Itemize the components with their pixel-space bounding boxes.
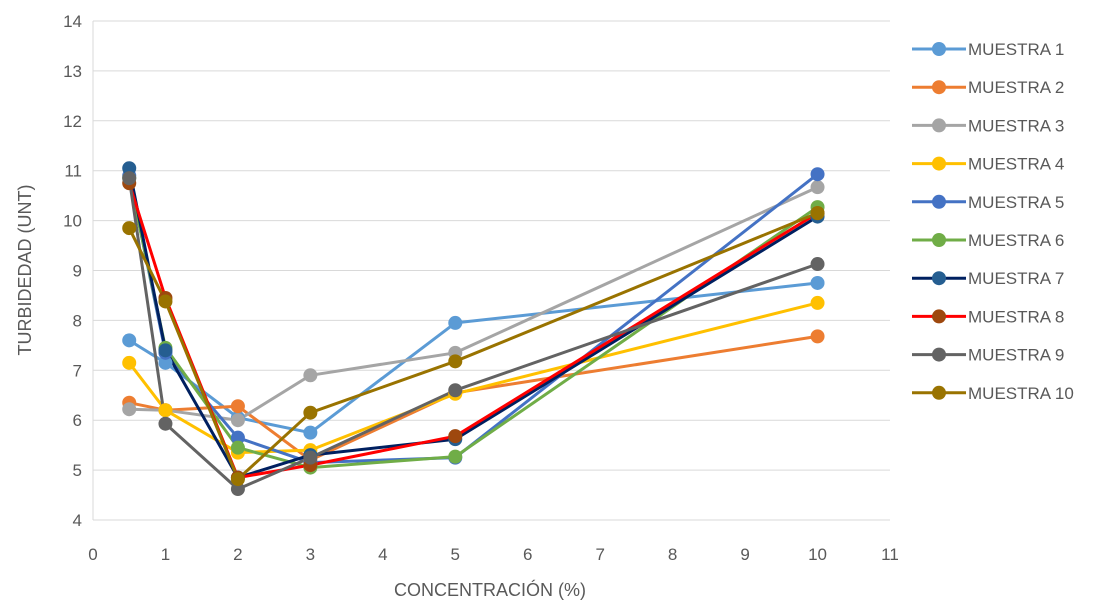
data-point-series-5 [810,167,825,182]
legend-marker [932,347,946,362]
x-tick-label: 11 [881,545,899,564]
data-point-series-1 [303,425,318,440]
data-point-series-9 [303,450,318,465]
y-tick-label: 6 [73,411,82,430]
x-tick-label: 8 [668,545,677,564]
legend-item: MUESTRA 3 [912,116,1064,135]
x-tick-label: 7 [595,545,604,564]
grid-lines [93,20,890,521]
data-point-series-2 [810,329,825,344]
series-line-7 [127,167,819,480]
y-tick-label: 7 [73,361,82,380]
legend-label: MUESTRA 9 [968,346,1064,365]
data-point-series-3 [303,368,318,383]
data-point-series-9 [122,171,137,186]
y-axis-title: TURBIDEDAD (UNT) [15,185,35,356]
x-tick-label: 1 [161,545,170,564]
legend-item: MUESTRA 7 [912,269,1064,288]
x-tick-label: 3 [306,545,315,564]
legend-item: MUESTRA 5 [912,193,1064,212]
legend: MUESTRA 1 MUESTRA 2 MUESTRA 3 MUESTRA 4 MUES… [912,40,1074,403]
data-point-series-10 [230,472,245,487]
data-point-series-7 [122,161,137,176]
x-tick-label: 5 [451,545,460,564]
legend-label: MUESTRA 6 [968,231,1064,250]
data-point-series-5 [230,430,245,445]
series-line-10 [127,211,819,481]
data-point-series-6 [448,449,463,464]
legend-item: MUESTRA 10 [912,384,1074,403]
x-tick-label: 6 [523,545,532,564]
y-tick-label: 8 [73,311,82,330]
data-point-series-4 [122,355,137,370]
data-point-series-9 [810,257,825,272]
legend-label: MUESTRA 8 [968,307,1064,326]
data-point-series-3 [122,402,137,417]
y-tick-label: 14 [63,12,82,31]
legend-label: MUESTRA 10 [968,384,1074,403]
data-point-series-1 [158,355,173,370]
y-tick-label: 9 [73,262,82,281]
x-axis-title: CONCENTRACIÓN (%) [394,579,586,600]
data-point-series-7 [158,343,173,358]
data-point-series-10 [303,405,318,420]
x-tick-label: 2 [233,545,242,564]
series-line-8 [127,182,819,480]
data-point-series-2 [230,399,245,414]
legend-marker [932,194,946,209]
legend-marker [932,118,946,133]
legend-marker [932,271,946,286]
data-point-series-10 [810,206,825,221]
legend-item: MUESTRA 2 [912,78,1064,97]
data-point-series-4 [158,403,173,418]
legend-label: MUESTRA 7 [968,269,1064,288]
legend-label: MUESTRA 4 [968,155,1064,174]
series-line-1 [128,281,818,435]
legend-marker [932,156,946,171]
legend-label: MUESTRA 1 [968,40,1064,59]
data-point-series-6 [230,440,245,455]
y-tick-label: 12 [63,112,82,131]
x-tick-label: 9 [740,545,749,564]
series-line-9 [127,177,818,491]
legend-label: MUESTRA 5 [968,193,1064,212]
data-point-series-9 [448,383,463,398]
x-tick-label: 10 [808,545,827,564]
data-point-series-3 [810,180,825,195]
data-point-series-10 [122,221,137,236]
legend-marker [932,42,946,56]
x-tick-label: 4 [378,545,387,564]
data-point-series-1 [122,333,137,348]
data-point-series-10 [448,354,463,369]
legend-item: MUESTRA 4 [912,155,1064,174]
x-tick-label: 0 [88,545,97,564]
y-tick-label: 13 [63,62,82,81]
y-tick-label: 4 [73,511,82,530]
legend-marker [932,80,946,95]
legend-item: MUESTRA 1 [912,40,1064,59]
legend-label: MUESTRA 2 [968,78,1064,97]
data-point-series-9 [230,482,245,497]
legend-item: MUESTRA 8 [912,307,1064,326]
legend-item: MUESTRA 9 [912,346,1064,365]
y-tick-label: 10 [63,212,82,231]
data-point-series-3 [230,413,245,428]
y-tick-label: 11 [64,162,82,181]
legend-marker [932,385,946,400]
legend-marker [932,309,946,324]
legend-label: MUESTRA 3 [968,116,1064,135]
data-point-series-9 [158,416,173,431]
series-layer [122,161,825,497]
data-point-series-8 [448,429,463,444]
data-point-series-4 [810,295,825,310]
legend-item: MUESTRA 6 [912,231,1064,250]
y-tick-label: 5 [73,461,82,480]
data-point-series-10 [158,294,173,309]
legend-marker [932,233,946,247]
data-point-series-1 [810,275,825,290]
data-point-series-1 [448,315,463,330]
